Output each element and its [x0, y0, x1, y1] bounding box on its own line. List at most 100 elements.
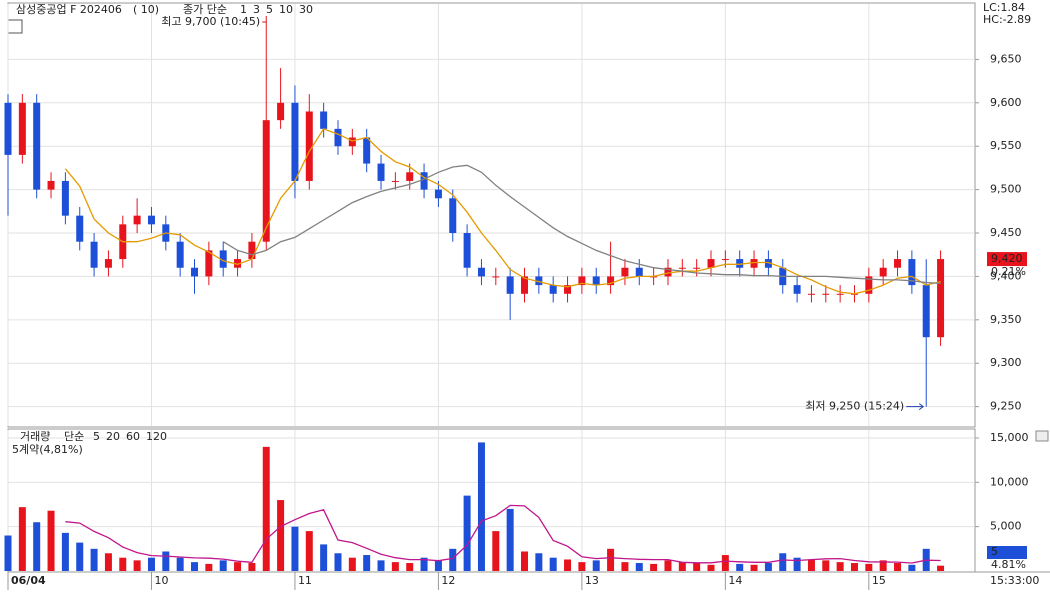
volume-bar — [937, 565, 945, 571]
volume-bar — [47, 510, 55, 571]
legend-entry: 5 — [93, 430, 100, 443]
volume-bar — [463, 495, 471, 571]
ma-line — [222, 164, 941, 285]
volume-bar — [650, 563, 658, 571]
candle-body — [176, 241, 184, 268]
candle-body — [535, 276, 543, 286]
candle-body — [793, 285, 801, 294]
legend-entry: 5 — [266, 3, 273, 16]
volume-bar — [721, 555, 729, 571]
candle-body — [635, 267, 643, 277]
volume-bar — [621, 562, 629, 571]
candle-body — [262, 120, 270, 242]
period-label: ( 10) — [133, 3, 159, 16]
legend-entry: 120 — [146, 430, 167, 443]
chart-title: 삼성중공업 F 202406 — [16, 3, 122, 16]
y-tick-label: 9,500 — [990, 183, 1022, 196]
candle-body — [879, 267, 887, 277]
y-tick-label: 9,550 — [990, 139, 1022, 152]
volume-bar — [147, 557, 155, 571]
candle-body — [621, 267, 629, 277]
candle-body — [865, 276, 873, 294]
candle-body — [937, 259, 945, 338]
candle-body — [807, 293, 815, 295]
ma-label: 단순 — [64, 430, 84, 443]
volume-bar — [549, 557, 557, 571]
volume-bar — [678, 562, 686, 571]
candle-body — [492, 276, 500, 278]
candle-body — [664, 267, 672, 277]
volume-bar — [162, 551, 170, 571]
candle-body — [894, 259, 902, 268]
candle-body — [391, 180, 399, 182]
volume-bar — [262, 446, 270, 571]
grid-icon[interactable] — [7, 19, 23, 34]
x-tick-label: 11 — [298, 574, 312, 587]
candle-body — [549, 285, 557, 294]
legend-entry: 30 — [299, 3, 313, 16]
candle-body — [721, 259, 729, 261]
volume-bar — [693, 563, 701, 571]
volume-bar — [750, 564, 758, 571]
y-tick-label: 9,350 — [990, 313, 1022, 326]
candle-body — [234, 259, 242, 268]
y-tick-label: 9,450 — [990, 226, 1022, 239]
candle-body — [693, 267, 701, 269]
candle-body — [277, 102, 285, 121]
volume-bar — [320, 544, 328, 571]
candle-body — [520, 276, 528, 294]
candle-body — [205, 250, 213, 277]
volume-bar — [4, 535, 12, 571]
volume-bar — [850, 563, 858, 571]
volume-bar — [535, 553, 543, 571]
candle-body — [61, 180, 69, 216]
volume-bar — [33, 522, 41, 571]
volume-bar — [348, 557, 356, 571]
volume-bar — [248, 563, 256, 571]
volume-bar — [635, 563, 643, 571]
volume-bar — [420, 557, 428, 571]
candle-body — [133, 215, 141, 225]
candle-body — [104, 259, 112, 268]
volume-bar — [836, 562, 844, 571]
volume-tag-label: 5 — [991, 545, 998, 558]
y-tick-label: 15,000 — [990, 431, 1029, 444]
volume-bar — [664, 560, 672, 571]
x-tick-label: 06/04 — [11, 574, 46, 587]
volume-bar — [879, 560, 887, 571]
candle-body — [305, 111, 313, 181]
volume-bar — [793, 557, 801, 571]
candle-body — [477, 267, 485, 277]
volume-bar — [607, 548, 615, 571]
candle-body — [592, 276, 600, 286]
pane-button[interactable] — [1035, 430, 1049, 442]
candle-body — [377, 163, 385, 181]
y-tick-label: 5,000 — [990, 520, 1022, 533]
candle-body — [334, 128, 342, 147]
candle-body — [406, 172, 414, 181]
candle-body — [47, 180, 55, 190]
candle-body — [147, 215, 155, 225]
volume-bar — [334, 553, 342, 571]
legend-entry: 10 — [279, 3, 293, 16]
candle-body — [449, 198, 457, 234]
volume-bar — [865, 563, 873, 571]
candle-body — [836, 293, 844, 295]
x-tick-label: 15 — [872, 574, 886, 587]
candle-body — [4, 102, 12, 155]
volume-bar — [191, 562, 199, 571]
candle-body — [750, 259, 758, 268]
volume-bar — [908, 564, 916, 571]
volume-bar — [61, 532, 69, 571]
volume-bar — [779, 553, 787, 571]
volume-bar — [520, 551, 528, 571]
volume-bar — [291, 526, 299, 571]
volume-bar — [119, 557, 127, 571]
volume-bar — [492, 531, 500, 571]
volume-bar — [305, 531, 313, 571]
candle-body — [363, 137, 371, 164]
ma-line — [64, 128, 941, 295]
candle-body — [922, 285, 930, 338]
